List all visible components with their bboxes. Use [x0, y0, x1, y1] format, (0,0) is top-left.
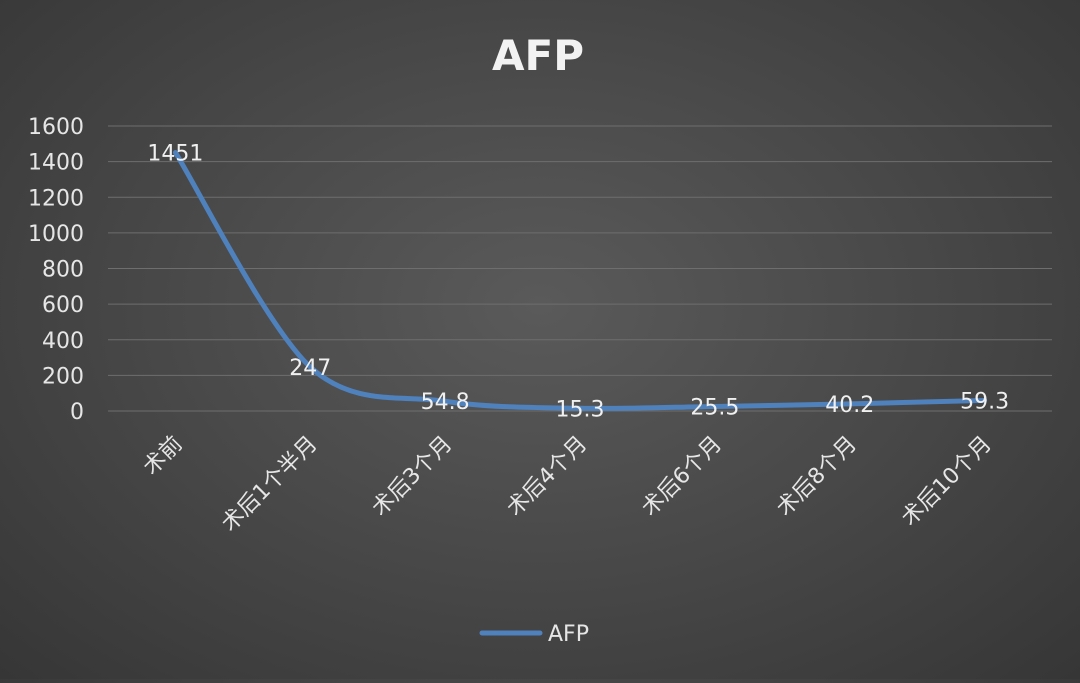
x-tick-label: 术后10个月 — [897, 432, 997, 532]
y-tick-label: 200 — [42, 364, 84, 389]
x-axis-ticks: 术前术后1个半月术后3个月术后4个月术后6个月术后8个月术后10个月 — [139, 432, 997, 537]
data-label: 15.3 — [556, 397, 605, 422]
data-label: 40.2 — [825, 393, 874, 418]
data-label: 59.3 — [960, 389, 1009, 414]
x-tick-label: 术后4个月 — [502, 432, 592, 522]
y-tick-label: 1000 — [28, 222, 84, 247]
data-label: 247 — [289, 356, 331, 381]
data-labels: 1451 247 54.8 15.3 25.5 40.2 59.3 — [147, 142, 1009, 423]
y-tick-label: 1400 — [28, 151, 84, 176]
y-tick-label: 800 — [42, 258, 84, 283]
data-label: 25.5 — [690, 395, 739, 420]
data-label: 1451 — [147, 142, 203, 167]
legend-entry-afp: AFP — [548, 622, 589, 647]
y-tick-label: 0 — [70, 400, 84, 425]
x-tick-label: 术后8个月 — [772, 432, 862, 522]
gridlines — [108, 126, 1052, 411]
legend[interactable]: AFP — [482, 622, 589, 647]
x-tick-label: 术后3个月 — [368, 432, 458, 522]
y-axis-ticks: 0 200 400 600 800 1000 1200 1400 1600 — [28, 115, 84, 425]
chart-title: AFP — [492, 31, 584, 80]
y-tick-label: 400 — [42, 329, 84, 354]
x-tick-label: 术后1个半月 — [217, 432, 322, 537]
y-tick-label: 1600 — [28, 115, 84, 140]
y-tick-label: 600 — [42, 293, 84, 318]
data-label: 54.8 — [421, 390, 470, 415]
y-tick-label: 1200 — [28, 186, 84, 211]
x-tick-label: 术后6个月 — [637, 432, 727, 522]
x-tick-label: 术前 — [139, 432, 188, 481]
